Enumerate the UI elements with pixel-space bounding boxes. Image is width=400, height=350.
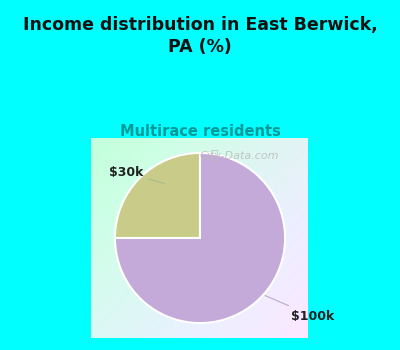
Text: ⓘ: ⓘ: [210, 149, 218, 162]
Text: City-Data.com: City-Data.com: [199, 150, 279, 161]
Text: $30k: $30k: [109, 166, 164, 183]
Text: Income distribution in East Berwick,
PA (%): Income distribution in East Berwick, PA …: [23, 16, 377, 56]
Wedge shape: [115, 153, 200, 238]
Text: Multirace residents: Multirace residents: [120, 124, 280, 139]
Wedge shape: [115, 153, 285, 323]
Text: $100k: $100k: [265, 295, 334, 323]
